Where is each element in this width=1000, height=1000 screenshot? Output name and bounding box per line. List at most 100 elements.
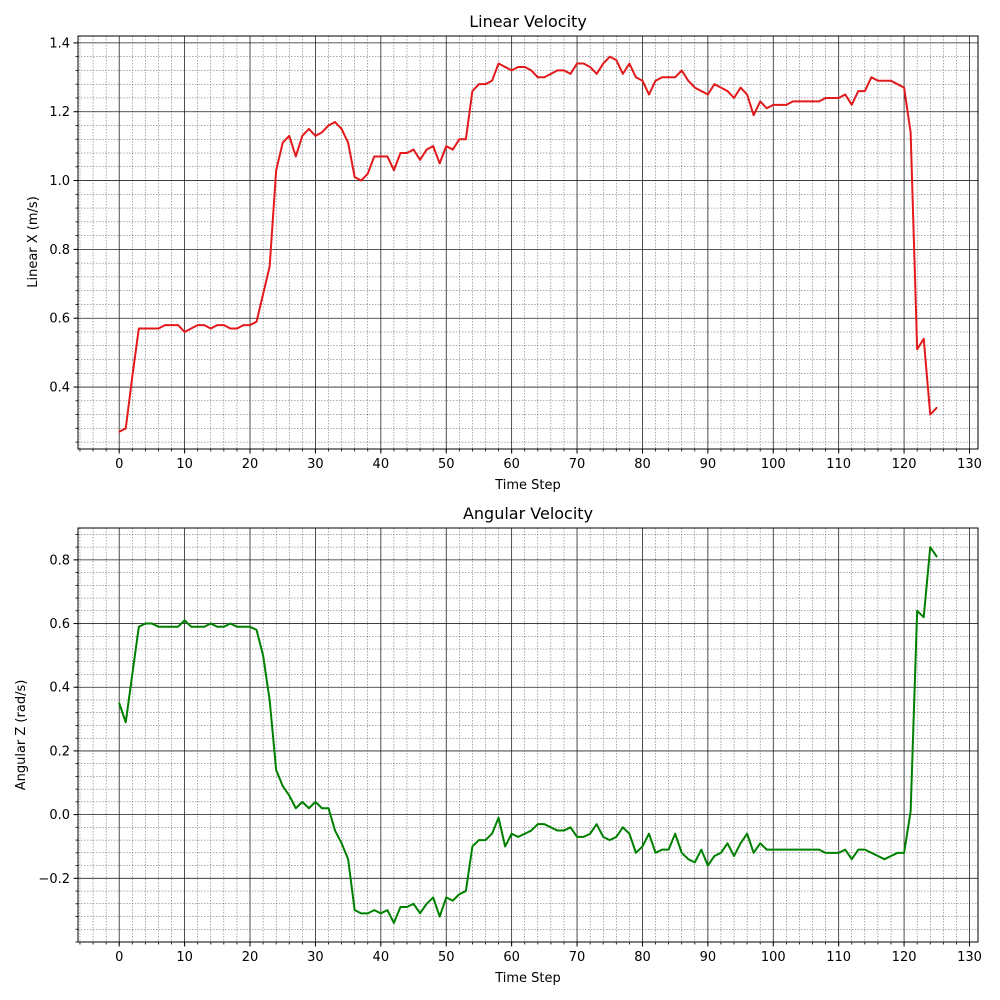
data-point	[877, 855, 879, 857]
data-point	[432, 896, 434, 899]
data-point	[798, 100, 801, 103]
x-tick-label: 70	[569, 950, 586, 965]
data-point	[922, 616, 925, 618]
data-point	[353, 909, 356, 911]
data-point	[864, 848, 866, 851]
data-point	[680, 852, 683, 854]
data-point	[589, 66, 591, 68]
data-point	[707, 93, 709, 96]
data-point	[550, 73, 552, 75]
x-tick-label: 80	[634, 950, 651, 965]
data-point	[537, 76, 539, 79]
data-point	[196, 625, 199, 628]
x-tick-label: 110	[826, 950, 851, 965]
x-tick-label: 50	[438, 457, 455, 472]
y-tick-label: 0.4	[49, 381, 70, 396]
data-point	[138, 625, 140, 628]
data-point	[118, 702, 121, 704]
data-point	[360, 179, 363, 182]
data-point	[582, 62, 585, 65]
data-point	[458, 893, 461, 896]
data-point	[124, 427, 127, 430]
data-point	[295, 155, 297, 158]
series-line	[118, 55, 938, 433]
data-point	[896, 83, 899, 85]
data-point	[746, 832, 748, 835]
x-tick-label: 40	[373, 950, 390, 965]
data-point	[916, 610, 918, 612]
data-point	[641, 845, 644, 848]
x-tick-label: 60	[503, 950, 520, 965]
data-point	[203, 324, 206, 326]
data-point	[896, 852, 899, 854]
data-point	[824, 852, 827, 854]
data-point	[772, 104, 775, 106]
data-point	[308, 128, 310, 130]
data-point	[733, 97, 735, 99]
data-point	[903, 852, 905, 854]
data-point	[713, 83, 716, 85]
data-point	[510, 69, 513, 72]
data-point	[268, 265, 271, 268]
data-point	[393, 169, 395, 172]
data-point	[615, 59, 618, 61]
data-point	[504, 66, 506, 68]
data-point	[262, 293, 264, 295]
data-point	[890, 855, 892, 857]
data-point	[602, 62, 605, 65]
data-point	[608, 55, 611, 58]
data-point	[131, 673, 134, 676]
x-tick-label: 110	[826, 457, 851, 472]
data-point	[229, 327, 232, 330]
data-point	[340, 128, 343, 130]
data-point	[903, 86, 905, 89]
data-point	[386, 155, 389, 158]
data-point	[693, 861, 696, 864]
x-tick-label: 90	[700, 457, 717, 472]
x-tick-label: 120	[892, 950, 917, 965]
y-tick-label: 0.6	[49, 617, 70, 632]
data-point	[419, 159, 421, 161]
data-point	[131, 375, 134, 378]
chart-title: Angular Velocity	[463, 504, 593, 523]
plot-frame	[77, 35, 979, 450]
data-point	[151, 622, 153, 625]
data-point	[321, 131, 323, 134]
data-point	[589, 832, 591, 835]
data-point	[223, 324, 225, 326]
data-point	[517, 66, 519, 68]
data-point	[648, 93, 650, 96]
data-point	[850, 104, 853, 106]
data-point	[667, 848, 670, 851]
data-point	[321, 807, 323, 810]
data-point	[700, 848, 703, 851]
data-point	[327, 124, 330, 127]
data-point	[465, 890, 467, 892]
data-point	[399, 152, 402, 154]
data-point	[124, 721, 127, 724]
data-point	[157, 625, 160, 628]
data-point	[491, 832, 493, 835]
data-point	[288, 135, 291, 137]
data-point	[890, 79, 892, 82]
x-tick-label: 0	[115, 950, 123, 965]
data-point	[471, 845, 474, 848]
data-point	[831, 852, 833, 854]
data-point	[203, 625, 206, 628]
data-point	[275, 169, 277, 172]
data-point	[412, 902, 415, 905]
data-point	[635, 76, 637, 79]
x-tick-label: 120	[892, 457, 917, 472]
x-tick-label: 10	[176, 950, 193, 965]
data-point	[935, 406, 938, 409]
data-point	[190, 625, 192, 628]
data-point	[360, 912, 363, 915]
x-tick-label: 80	[634, 457, 651, 472]
data-point	[347, 858, 349, 860]
data-point	[262, 654, 264, 657]
data-point	[582, 836, 585, 838]
y-axis-label: Angular Z (rad/s)	[14, 680, 29, 791]
data-point	[733, 855, 735, 857]
data-point	[281, 141, 284, 144]
x-tick-label: 70	[569, 457, 586, 472]
